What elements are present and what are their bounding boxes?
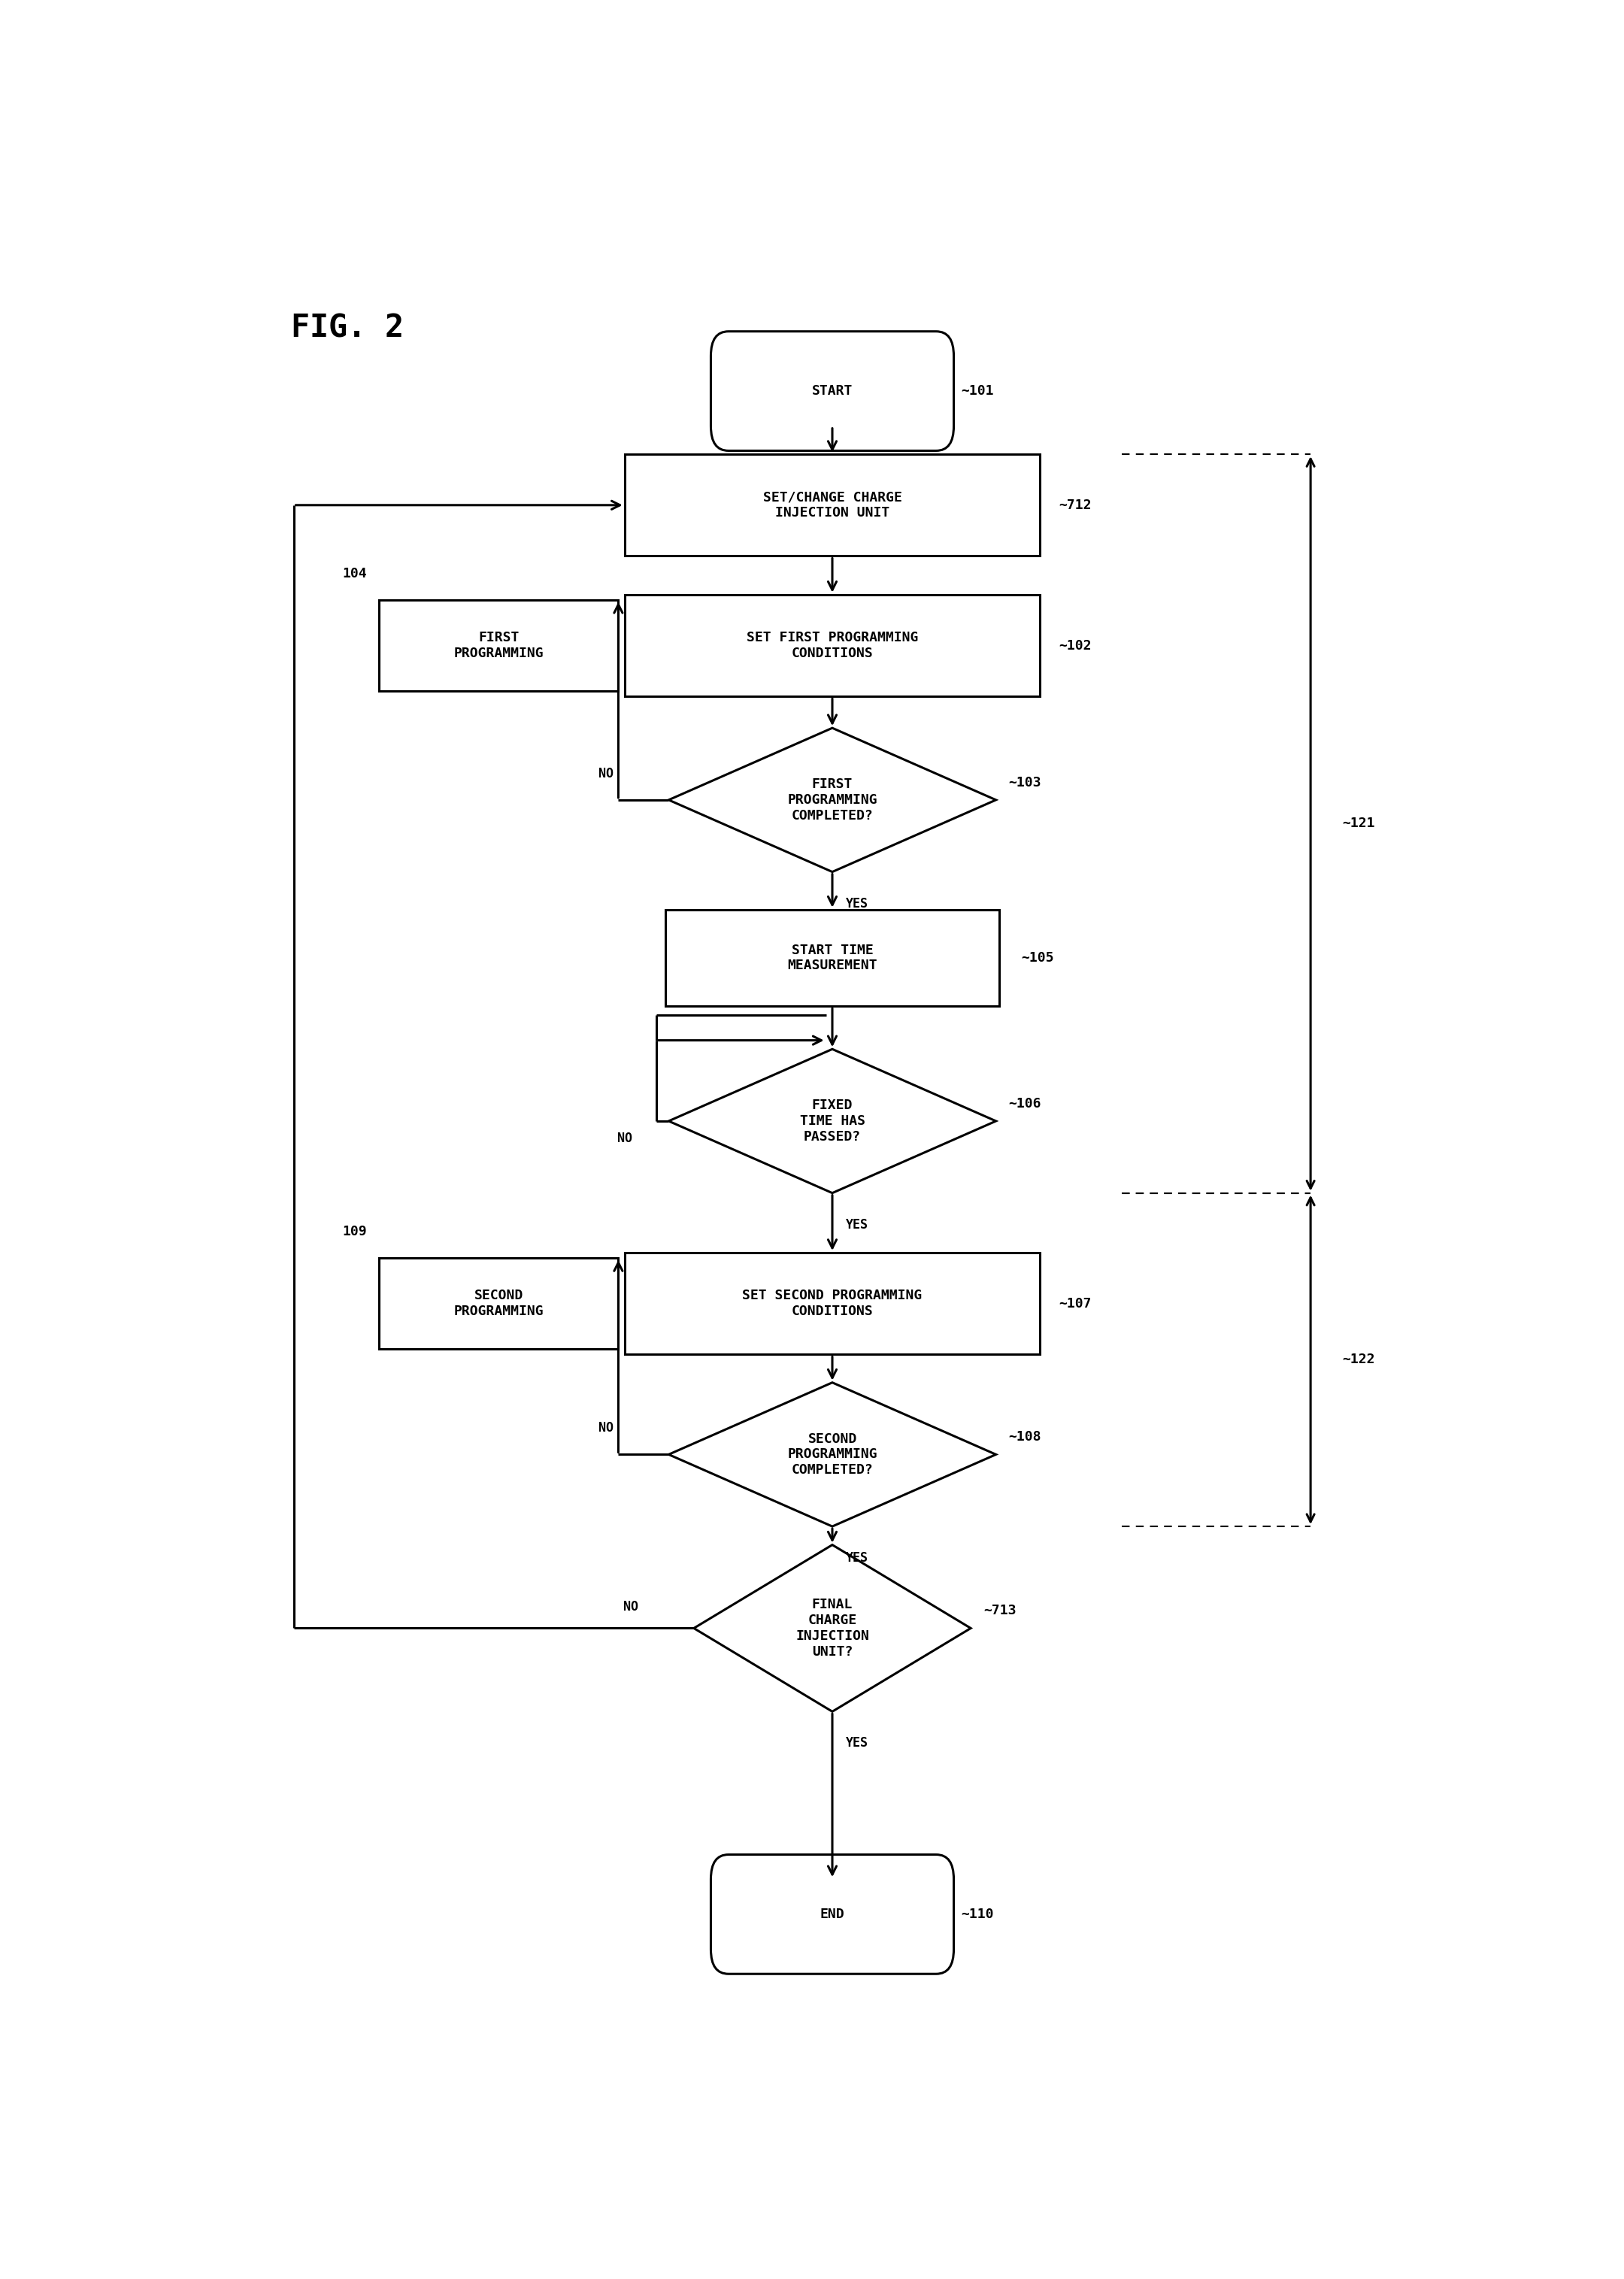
Text: ~103: ~103 bbox=[1009, 775, 1041, 789]
Polygon shape bbox=[669, 727, 996, 873]
Text: NO: NO bbox=[617, 1133, 632, 1146]
FancyBboxPatch shape bbox=[625, 454, 1039, 556]
Text: YES: YES bbox=[846, 1737, 869, 1750]
Text: ~110: ~110 bbox=[961, 1908, 994, 1921]
FancyBboxPatch shape bbox=[711, 330, 953, 451]
Text: NO: NO bbox=[624, 1600, 638, 1614]
Text: SET/CHANGE CHARGE
INJECTION UNIT: SET/CHANGE CHARGE INJECTION UNIT bbox=[763, 490, 901, 520]
Polygon shape bbox=[669, 1048, 996, 1192]
Text: YES: YES bbox=[846, 896, 869, 909]
Text: ~108: ~108 bbox=[1009, 1431, 1041, 1443]
Text: FIRST
PROGRAMMING: FIRST PROGRAMMING bbox=[453, 631, 544, 661]
Text: ~105: ~105 bbox=[1021, 950, 1054, 964]
FancyBboxPatch shape bbox=[380, 1258, 619, 1349]
Text: FINAL
CHARGE
INJECTION
UNIT?: FINAL CHARGE INJECTION UNIT? bbox=[796, 1598, 869, 1659]
Text: ~107: ~107 bbox=[1059, 1297, 1091, 1310]
Text: ~106: ~106 bbox=[1009, 1096, 1041, 1110]
Text: ~101: ~101 bbox=[961, 385, 994, 399]
FancyBboxPatch shape bbox=[711, 1855, 953, 1974]
Text: FIG. 2: FIG. 2 bbox=[291, 312, 404, 344]
Text: 104: 104 bbox=[343, 567, 367, 581]
Text: FIRST
PROGRAMMING
COMPLETED?: FIRST PROGRAMMING COMPLETED? bbox=[788, 777, 877, 823]
Text: ~121: ~121 bbox=[1341, 816, 1376, 830]
Text: FIXED
TIME HAS
PASSED?: FIXED TIME HAS PASSED? bbox=[799, 1098, 866, 1144]
Text: START: START bbox=[812, 385, 853, 399]
Text: YES: YES bbox=[846, 1217, 869, 1231]
Text: NO: NO bbox=[598, 1422, 614, 1436]
Text: START TIME
MEASUREMENT: START TIME MEASUREMENT bbox=[788, 944, 877, 973]
Text: SECOND
PROGRAMMING
COMPLETED?: SECOND PROGRAMMING COMPLETED? bbox=[788, 1431, 877, 1477]
Text: 109: 109 bbox=[343, 1224, 367, 1237]
Polygon shape bbox=[669, 1383, 996, 1527]
Text: ~712: ~712 bbox=[1059, 499, 1091, 513]
FancyBboxPatch shape bbox=[625, 595, 1039, 697]
Text: YES: YES bbox=[846, 1552, 869, 1566]
Text: ~713: ~713 bbox=[983, 1604, 1017, 1618]
Text: ~122: ~122 bbox=[1341, 1354, 1376, 1367]
Text: NO: NO bbox=[598, 766, 614, 779]
Text: END: END bbox=[820, 1908, 844, 1921]
Text: ~102: ~102 bbox=[1059, 638, 1091, 652]
Text: SECOND
PROGRAMMING: SECOND PROGRAMMING bbox=[453, 1290, 544, 1317]
Text: SET FIRST PROGRAMMING
CONDITIONS: SET FIRST PROGRAMMING CONDITIONS bbox=[747, 631, 918, 661]
Text: SET SECOND PROGRAMMING
CONDITIONS: SET SECOND PROGRAMMING CONDITIONS bbox=[742, 1290, 922, 1317]
FancyBboxPatch shape bbox=[666, 909, 999, 1005]
FancyBboxPatch shape bbox=[380, 599, 619, 691]
FancyBboxPatch shape bbox=[625, 1253, 1039, 1354]
Polygon shape bbox=[693, 1545, 971, 1712]
